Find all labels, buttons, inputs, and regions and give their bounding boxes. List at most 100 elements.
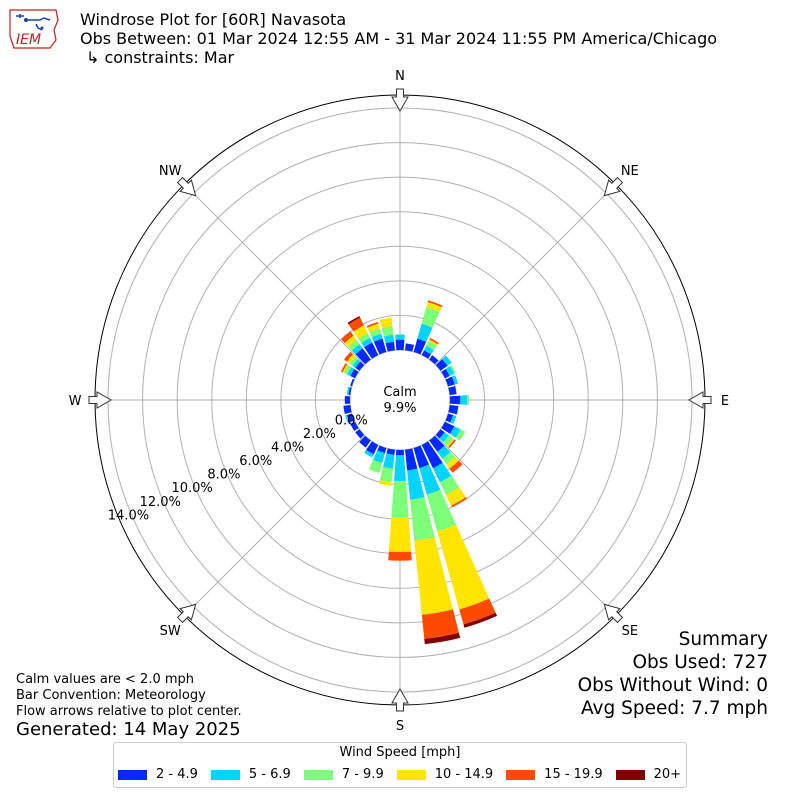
legend-item: 20+	[615, 767, 682, 782]
windrose-bar-segment	[421, 306, 440, 328]
windrose-bar-segment	[437, 445, 451, 459]
grid-spoke	[435, 183, 617, 365]
flow-arrow-icon	[391, 687, 409, 712]
legend-swatch	[506, 769, 536, 780]
windrose-bar-segment	[383, 334, 395, 344]
obs-range: Obs Between: 01 Mar 2024 12:55 AM - 31 M…	[80, 29, 718, 48]
windrose-bar-segment	[426, 489, 456, 532]
constraints: ↳ constraints: Mar	[86, 48, 235, 67]
windrose-bar-segment	[346, 413, 355, 423]
windrose-bar-segment	[352, 359, 361, 368]
windrose-bar-segment	[435, 359, 448, 371]
note-bar-convention: Bar Convention: Meteorology	[16, 688, 206, 703]
windrose-bar-segment	[413, 338, 427, 355]
windrose-bar-segment	[428, 339, 438, 346]
windrose-bar-segment	[451, 497, 467, 508]
windrose-bars	[340, 300, 498, 645]
radial-tick-label: 14.0%	[108, 508, 149, 523]
windrose-bar-segment	[346, 386, 350, 395]
windrose-bar-segment	[429, 337, 439, 345]
logo-text: IEM	[16, 32, 41, 48]
calm-value: 9.9%	[383, 401, 416, 416]
legend-label: 2 - 4.9	[156, 767, 198, 782]
windrose-bar-segment	[366, 321, 379, 328]
direction-label: W	[69, 394, 82, 409]
windrose-bar-segment	[429, 435, 445, 452]
windrose-bar-segment	[417, 323, 433, 342]
windrose-bar-segment	[344, 351, 354, 362]
direction-label: SE	[622, 624, 638, 639]
windrose-bar-segment	[341, 331, 354, 344]
windrose-bar-segment	[366, 441, 379, 455]
windrose-bar-segment	[353, 325, 368, 339]
windrose-bar-segment	[405, 448, 418, 471]
windrose-bar-segment	[350, 368, 359, 379]
windrose-bar-segment	[445, 376, 455, 387]
radial-tick-label: 2.0%	[303, 427, 336, 442]
windrose-bar-segment	[426, 340, 437, 351]
direction-label: NW	[159, 164, 182, 179]
radial-tick-labels: 0.0%2.0%4.0%6.0%8.0%10.0%12.0%14.0%	[108, 414, 368, 524]
direction-label: SW	[160, 624, 181, 639]
chart-title: Windrose Plot for [60R] Navasota	[80, 10, 347, 29]
windrose-bar-segment	[388, 517, 412, 552]
windrose-bar-segment	[349, 356, 358, 366]
direction-label: S	[396, 719, 404, 734]
windrose-bar-segment	[379, 317, 393, 329]
windrose-bar-segment	[450, 415, 457, 425]
legend-label: 15 - 19.9	[544, 767, 603, 782]
radial-tick-label: 6.0%	[239, 454, 272, 469]
windrose-bar-segment	[463, 612, 498, 628]
windrose-bar-segment	[424, 345, 434, 355]
legend: Wind Speed [mph] 2 - 4.9 5 - 6.9 7 - 9.9 10…	[113, 742, 687, 788]
direction-label: N	[395, 69, 405, 84]
windrose-bar-segment	[347, 316, 361, 325]
legend-swatch	[396, 769, 426, 780]
windrose-bar-segment	[395, 449, 405, 456]
windrose-bar-segment	[439, 475, 460, 495]
windrose-bar-segment	[343, 405, 352, 414]
windrose-bar-segment	[344, 365, 352, 375]
windrose-bar-segment	[414, 537, 453, 615]
grid-spoke	[435, 435, 617, 617]
windrose-bar-segment	[346, 354, 356, 364]
radial-tick-label: 0.0%	[335, 414, 368, 429]
windrose-bar-segment	[435, 429, 445, 439]
windrose-bar-segment	[441, 421, 455, 434]
windrose-bar-segment	[344, 335, 357, 347]
windrose-bar-segment	[413, 445, 429, 469]
summary-avg-speed: Avg Speed: 7.7 mph	[580, 698, 768, 719]
windrose-bar-segment	[351, 344, 363, 355]
direction-label: E	[721, 394, 729, 409]
windrose-bar-segment	[429, 355, 439, 365]
windrose-bar-segment	[379, 466, 394, 483]
windrose-bar-segment	[373, 450, 385, 464]
legend-label: 10 - 14.9	[434, 767, 494, 782]
windrose-bar-segment	[359, 435, 371, 448]
windrose-bar-segment	[437, 524, 490, 610]
windrose-bar-segment	[368, 459, 383, 474]
radial-tick-label: 12.0%	[140, 495, 181, 510]
windrose-bar-segment	[344, 395, 351, 405]
radial-tick-label: 4.0%	[271, 441, 304, 456]
windrose-bar-segment	[410, 497, 435, 541]
flow-arrow-icon	[88, 391, 113, 409]
windrose-bar-segment	[451, 375, 459, 385]
flow-arrow-icon	[391, 88, 409, 113]
flow-arrow-icon	[176, 603, 197, 624]
windrose-bar-segment	[364, 449, 374, 458]
legend-title: Wind Speed [mph]	[339, 745, 461, 760]
windrose-bar-segment	[442, 355, 452, 366]
windrose-bar-segment	[373, 338, 387, 355]
legend-label: 20+	[653, 767, 682, 782]
windrose-bar-segment	[381, 326, 394, 337]
windrose-bar-segment	[449, 426, 461, 438]
windrose-bar-segment	[426, 301, 442, 312]
legend-swatch	[210, 769, 240, 780]
windrose-bar-segment	[424, 632, 461, 645]
summary-title: Summary	[678, 629, 768, 650]
windrose-bar-segment	[350, 421, 359, 432]
windrose-bar-segment	[355, 361, 365, 371]
summary-obs-used: Obs Used: 727	[632, 652, 768, 673]
